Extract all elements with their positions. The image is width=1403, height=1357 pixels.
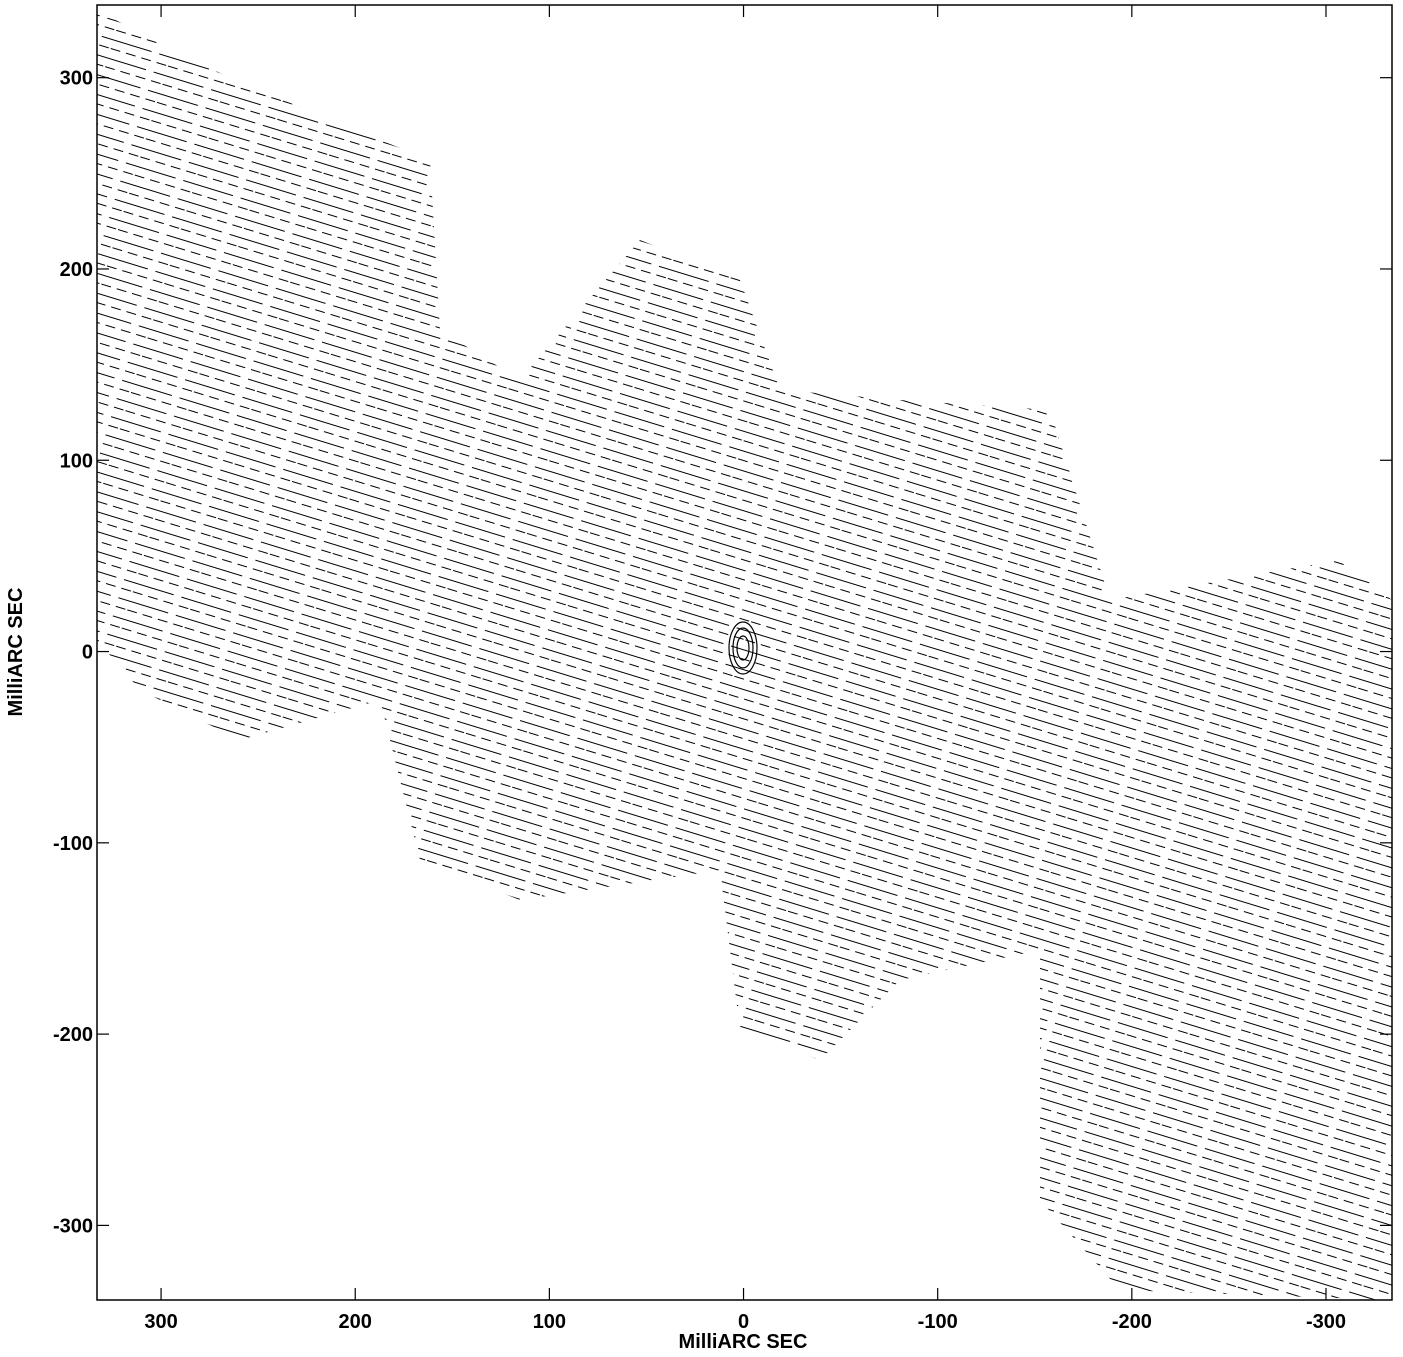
y-tick-label: -100 [53, 833, 93, 855]
x-tick-label: 100 [533, 1311, 566, 1333]
central-beam [728, 621, 758, 675]
x-tick-label: -300 [1306, 1311, 1346, 1333]
x-tick-label: 300 [144, 1311, 177, 1333]
contour-pattern [97, 10, 1392, 1300]
fringe-region [97, 10, 1392, 1300]
y-tick-label: -300 [53, 1215, 93, 1237]
y-tick-label: 300 [60, 68, 93, 90]
plot-frame [96, 4, 1393, 1301]
y-tick-label: 0 [82, 642, 93, 664]
x-axis-label: MilliARC SEC [679, 1331, 808, 1353]
y-tick-label: 200 [60, 259, 93, 281]
x-tick-label: -100 [918, 1311, 958, 1333]
x-tick-label: 0 [738, 1311, 749, 1333]
x-tick-label: 200 [339, 1311, 372, 1333]
y-tick-label: -200 [53, 1024, 93, 1046]
y-axis-label: MilliARC SEC [5, 588, 27, 717]
x-tick-label: -200 [1112, 1311, 1152, 1333]
y-tick-label: 100 [60, 450, 93, 472]
